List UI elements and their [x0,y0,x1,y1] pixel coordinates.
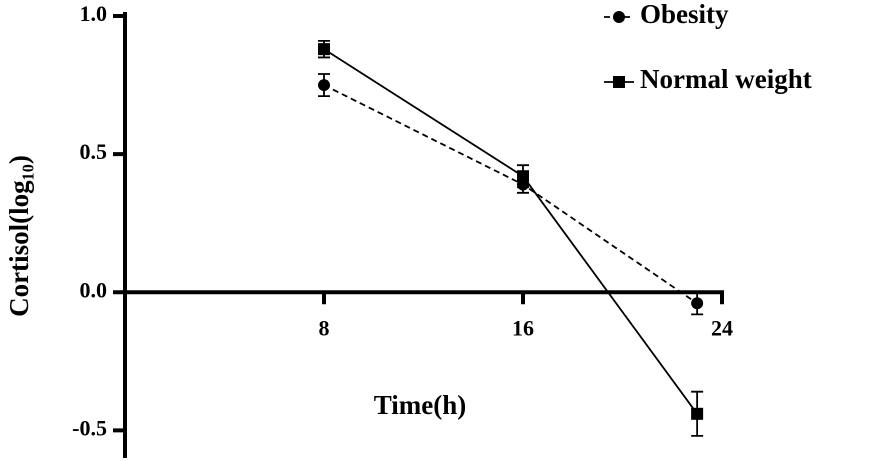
legend-label: Obesity [640,0,729,29]
legend-marker [613,11,625,23]
data-point [318,43,330,56]
x-tick-label: 8 [319,315,330,340]
y-tick-label: 0.0 [80,277,108,302]
series-line [323,48,698,415]
data-point [691,407,704,420]
y-tick-label: 1.0 [80,1,108,26]
x-axis-title: Time(h) [374,390,467,420]
y-tick-label: 0.5 [80,139,108,164]
data-point [691,297,704,310]
data-point [318,79,330,92]
y-axis-title: Cortisol(log₁₀) [4,155,34,317]
series-line [323,84,698,305]
data-point [517,170,529,183]
legend-label: Normal weight [640,64,812,94]
legend-marker [613,76,625,88]
x-tick-label: 24 [711,315,733,340]
x-tick-label: 16 [512,315,534,340]
y-tick-label: -0.5 [72,415,107,440]
